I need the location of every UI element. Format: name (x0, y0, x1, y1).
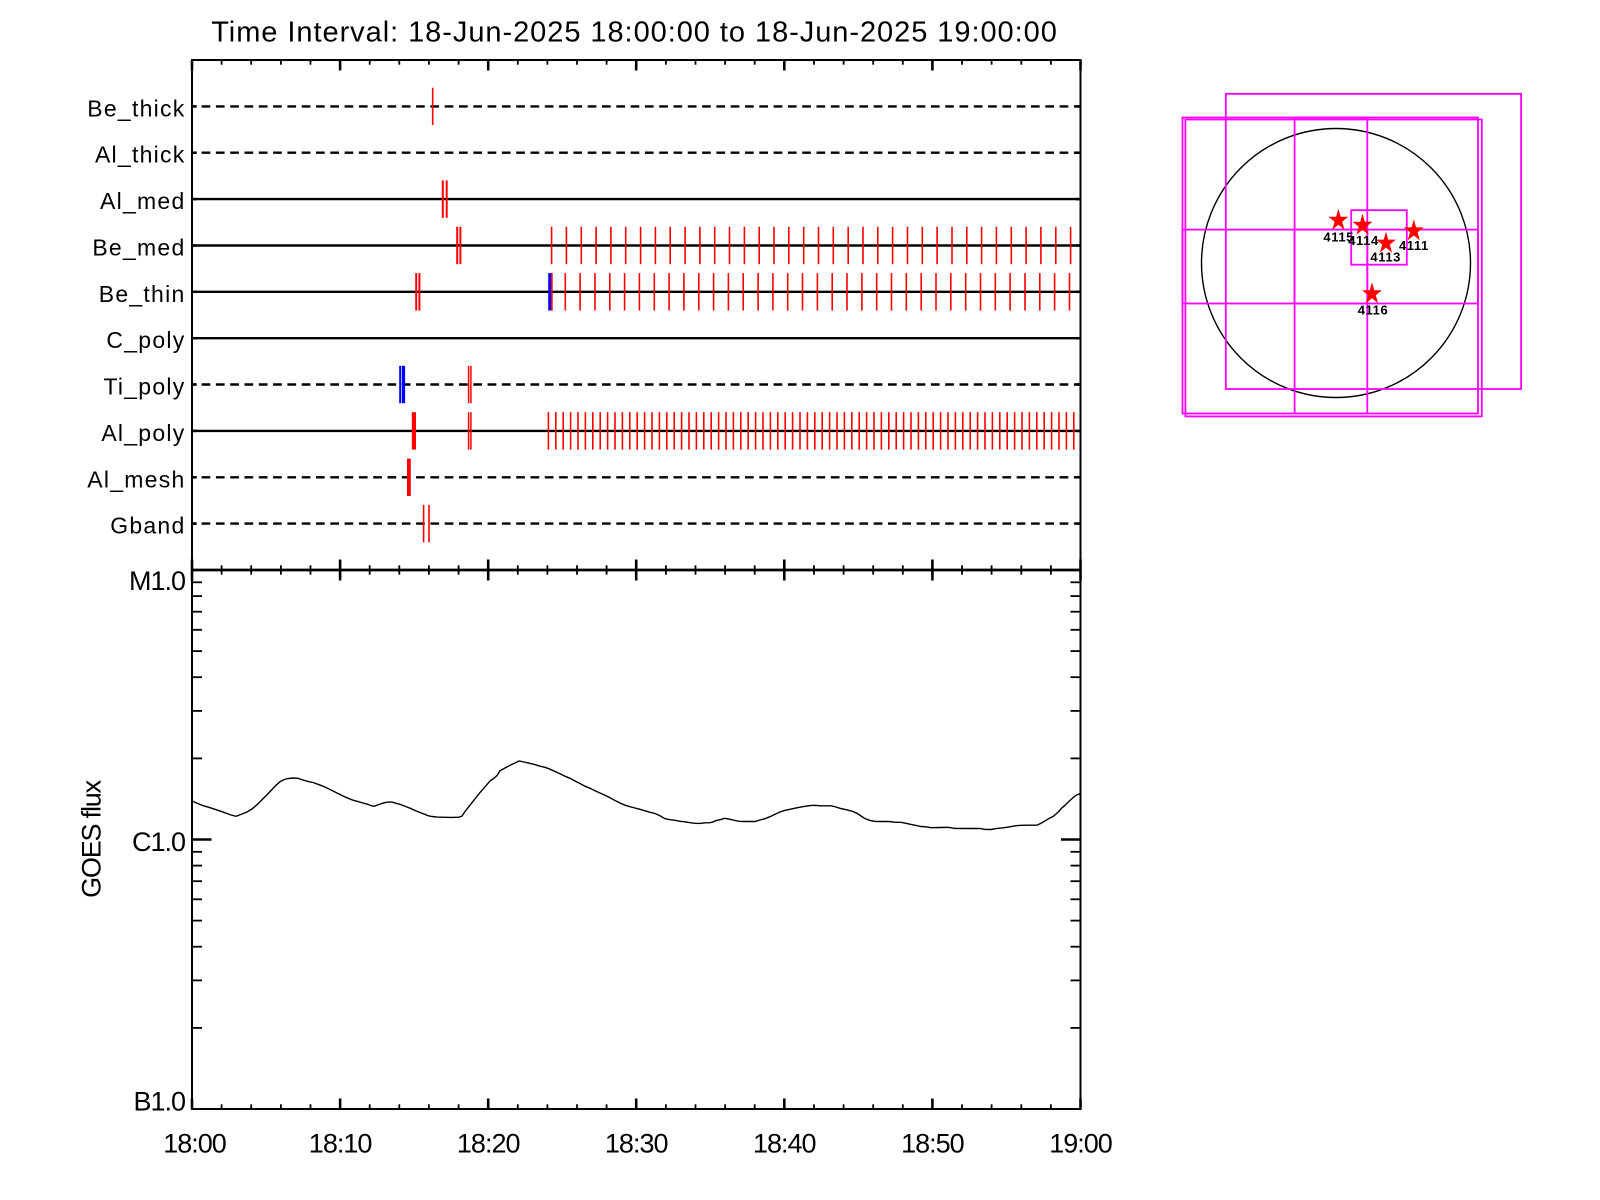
svg-text:Be_thin: Be_thin (99, 281, 186, 307)
svg-text:18:10: 18:10 (309, 1129, 372, 1159)
svg-text:GOES flux: GOES flux (77, 779, 107, 897)
svg-text:18:30: 18:30 (605, 1129, 668, 1159)
svg-text:4113: 4113 (1370, 250, 1401, 265)
svg-text:4116: 4116 (1358, 303, 1389, 318)
svg-text:C1.0: C1.0 (132, 827, 185, 857)
svg-text:Ti_poly: Ti_poly (103, 374, 185, 400)
svg-text:4114: 4114 (1348, 233, 1379, 248)
svg-text:18:20: 18:20 (457, 1129, 520, 1159)
svg-text:Al_thick: Al_thick (95, 142, 186, 168)
svg-text:C_poly: C_poly (106, 327, 185, 353)
svg-text:4111: 4111 (1399, 238, 1429, 253)
svg-text:Al_med: Al_med (100, 188, 185, 214)
svg-text:18:50: 18:50 (901, 1129, 964, 1159)
svg-text:Al_mesh: Al_mesh (87, 466, 185, 492)
svg-text:Be_thick: Be_thick (87, 95, 185, 121)
svg-text:18:00: 18:00 (163, 1129, 226, 1159)
svg-text:M1.0: M1.0 (129, 566, 185, 596)
svg-text:Time Interval: 18-Jun-2025 18:: Time Interval: 18-Jun-2025 18:00:00 to 1… (211, 17, 1058, 49)
svg-text:19:00: 19:00 (1049, 1129, 1112, 1159)
svg-text:Al_poly: Al_poly (101, 420, 185, 446)
svg-text:Be_med: Be_med (92, 235, 185, 261)
svg-text:Gband: Gband (110, 513, 185, 539)
svg-text:18:40: 18:40 (753, 1129, 816, 1159)
svg-text:4115: 4115 (1323, 230, 1354, 245)
svg-text:B1.0: B1.0 (133, 1087, 185, 1117)
